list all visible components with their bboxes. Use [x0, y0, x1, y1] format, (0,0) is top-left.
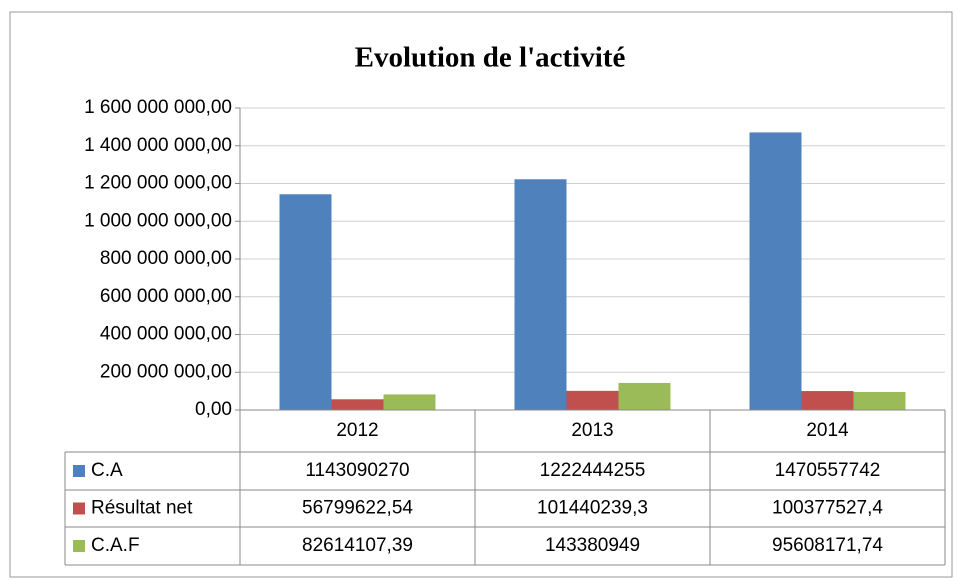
legend-label: Résultat net	[91, 498, 193, 519]
bar	[853, 391, 906, 410]
y-tick-label: 1 400 000 000,00	[84, 135, 232, 156]
bar	[331, 399, 384, 410]
y-tick-label: 1 600 000 000,00	[84, 97, 232, 118]
table-value: 100377527,4	[772, 498, 883, 519]
bar	[566, 390, 619, 410]
bar	[801, 391, 854, 410]
y-tick-label: 400 000 000,00	[100, 324, 232, 345]
legend-label: C.A	[91, 460, 123, 481]
table-value: 1143090270	[305, 460, 409, 481]
legend-key	[73, 540, 85, 552]
table-value: 101440239,3	[537, 498, 648, 519]
y-tick-label: 600 000 000,00	[100, 286, 232, 307]
chart-title: Evolution de l'activité	[355, 42, 626, 74]
legend-label: C.A.F	[91, 535, 140, 556]
table-value: 56799622,54	[302, 498, 413, 519]
y-tick-label: 200 000 000,00	[100, 361, 232, 382]
y-tick-label: 0,00	[195, 399, 232, 420]
bar	[514, 179, 567, 410]
table-value: 1470557742	[775, 460, 881, 481]
table-value: 95608171,74	[772, 535, 883, 556]
y-tick-label: 1 200 000 000,00	[84, 173, 232, 194]
table-value: 143380949	[545, 535, 640, 556]
x-tick-label: 2013	[571, 420, 613, 441]
legend-key	[73, 502, 85, 515]
y-tick-label: 800 000 000,00	[100, 248, 232, 269]
table-value: 1222444255	[540, 460, 646, 481]
bar	[618, 382, 671, 410]
bar	[749, 132, 802, 410]
legend-key	[73, 465, 85, 477]
x-tick-label: 2014	[806, 420, 849, 441]
y-tick-label: 1 000 000 000,00	[84, 210, 232, 231]
bar	[279, 194, 332, 410]
bar	[383, 394, 436, 410]
table-value: 82614107,39	[302, 535, 413, 556]
x-tick-label: 2012	[336, 420, 378, 441]
